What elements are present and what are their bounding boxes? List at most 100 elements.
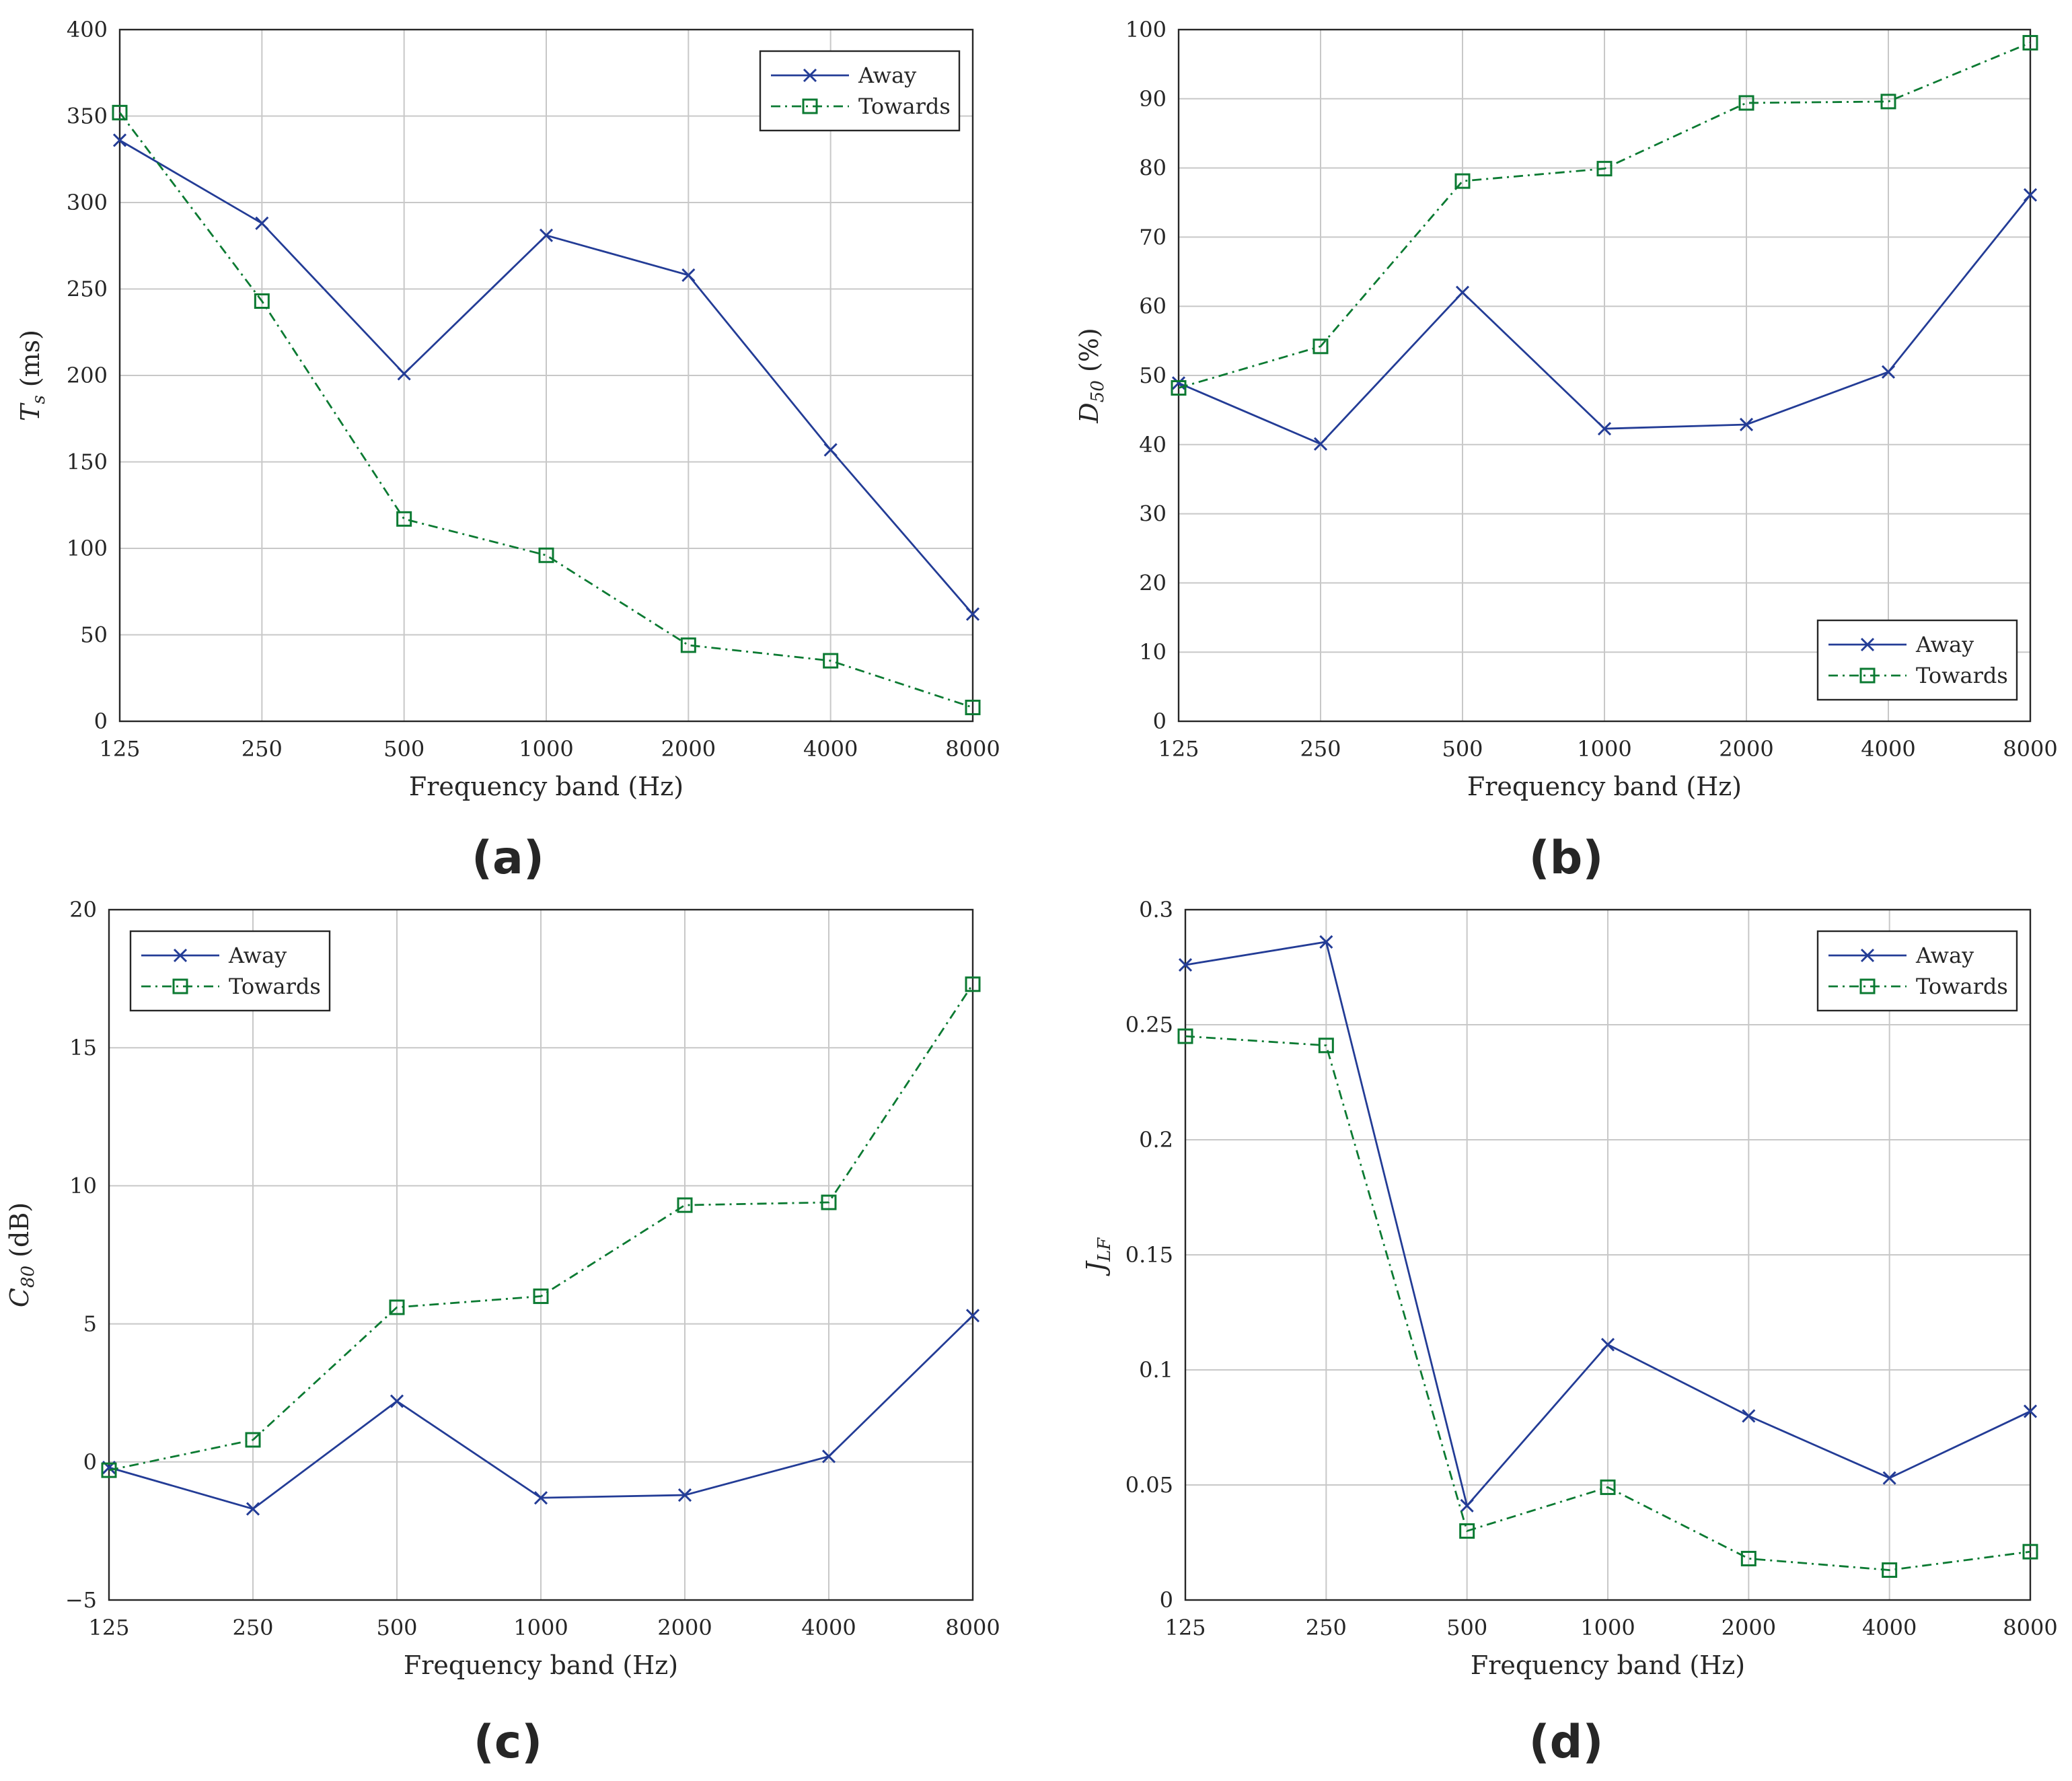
x-tick-label: 4000: [1862, 1615, 1917, 1640]
chart-a: 125 250 500 1000 2000 4000 8000 0 50 100 150 200 250…: [15, 17, 1000, 885]
legend-marker-towards: [172, 978, 188, 994]
data-point-towards: [2022, 1543, 2038, 1560]
y-tick-label: 100: [1125, 17, 1167, 42]
data-point-away: [965, 607, 980, 621]
data-point-towards: [1880, 94, 1896, 110]
x-axis-label: Frequency band (Hz): [409, 772, 683, 801]
y-tick-label: 20: [69, 897, 97, 922]
data-point-towards: [396, 511, 412, 527]
x-tick-label: 1000: [1580, 1615, 1635, 1640]
y-tick-label: 150: [67, 449, 108, 475]
legend-marker-towards: [802, 98, 818, 114]
y-axis-label: JLF: [1081, 1237, 1115, 1277]
x-tick-label: 125: [1164, 1615, 1206, 1640]
x-tick-label: 250: [242, 736, 283, 762]
x-tick-label: 2000: [661, 736, 716, 762]
data-point-away: [823, 443, 838, 457]
data-point-away: [1739, 417, 1754, 432]
legend-label-towards: Towards: [1916, 663, 2008, 688]
y-tick-label: 5: [83, 1311, 97, 1337]
y-axis-label: D50 (%): [1074, 328, 1108, 423]
y-tick-label: 20: [1139, 570, 1167, 595]
y-tick-label: 0.15: [1125, 1242, 1173, 1268]
x-tick-label: 2000: [657, 1615, 712, 1640]
data-point-towards: [823, 653, 839, 669]
legend-label-away: Away: [858, 63, 916, 88]
chart-c: 125 250 500 1000 2000 4000 8000 −5 0 5 10 15 20 Frequ…: [5, 897, 1000, 1769]
data-point-towards: [1596, 161, 1613, 177]
data-point-away: [1178, 958, 1193, 972]
data-point-towards: [254, 293, 270, 309]
data-point-away: [1460, 1498, 1474, 1513]
data-point-away: [397, 367, 411, 381]
data-point-towards: [1312, 338, 1329, 355]
x-axis-label: Frequency band (Hz): [1471, 1650, 1745, 1680]
y-tick-label: 300: [67, 190, 108, 215]
x-tick-label: 8000: [2003, 736, 2057, 762]
x-tick-label: 1000: [519, 736, 573, 762]
y-axis-subscript: s: [29, 395, 49, 404]
data-point-towards: [1171, 380, 1187, 396]
panel-label: (d): [1529, 1716, 1604, 1769]
x-tick-label: 4000: [1861, 736, 1915, 762]
data-point-towards: [1738, 95, 1754, 111]
plot-frame: [1177, 28, 2032, 723]
y-tick-label: 200: [67, 363, 108, 388]
data-point-towards: [1177, 1028, 1193, 1044]
data-point-away: [2023, 188, 2038, 202]
data-point-towards: [965, 976, 981, 992]
y-tick-label: 0.2: [1139, 1127, 1173, 1153]
y-tick-label: 30: [1139, 501, 1167, 527]
data-point-away: [2023, 1404, 2038, 1418]
data-point-away: [255, 216, 269, 230]
y-axis-subscript: LF: [1095, 1237, 1115, 1262]
data-point-away: [1600, 1338, 1615, 1352]
panel-label: (c): [474, 1716, 542, 1769]
data-point-away: [821, 1449, 836, 1463]
y-axis-subscript: 50: [1088, 380, 1108, 402]
y-tick-label: 40: [1139, 432, 1167, 458]
x-axis-label: Frequency band (Hz): [404, 1650, 678, 1680]
y-tick-label: 50: [80, 622, 108, 648]
y-axis-unit: (ms): [15, 330, 45, 395]
legend-marker-away: [173, 948, 188, 963]
y-tick-label: 60: [1139, 293, 1167, 319]
y-tick-label: 0: [94, 708, 108, 734]
legend-marker-away: [1860, 948, 1875, 963]
y-tick-label: 350: [67, 104, 108, 129]
legend: Away Towards: [759, 50, 961, 132]
data-point-towards: [1459, 1523, 1475, 1539]
chart-d: 125 250 500 1000 2000 4000 8000 0 0.05 0.1 0.15 0.2…: [1081, 897, 2058, 1769]
legend: Away Towards: [1816, 930, 2018, 1012]
data-point-away: [1882, 1471, 1896, 1485]
panel-label: (a): [472, 832, 544, 885]
y-tick-label: 70: [1139, 224, 1167, 250]
y-tick-label: 0.05: [1125, 1472, 1173, 1498]
series-line-towards: [118, 112, 973, 708]
data-point-away: [1455, 285, 1470, 299]
x-axis-label: Frequency band (Hz): [1467, 772, 1742, 801]
y-tick-label: 50: [1139, 363, 1167, 388]
x-tick-label: 125: [99, 736, 140, 762]
data-point-towards: [389, 1299, 405, 1315]
x-tick-label: 500: [1442, 736, 1483, 762]
legend-box: [1816, 619, 2018, 701]
y-axis-symbol: D: [1074, 402, 1104, 423]
data-point-towards: [1740, 1550, 1756, 1566]
y-tick-label: 400: [67, 17, 108, 42]
x-tick-label: 4000: [803, 736, 858, 762]
panel-label: (b): [1529, 832, 1604, 885]
data-point-towards: [1600, 1479, 1616, 1495]
y-tick-label: 0.3: [1139, 897, 1173, 922]
data-point-away: [390, 1394, 404, 1408]
legend-marker-away: [1860, 637, 1875, 652]
plot-frame: [108, 908, 974, 1601]
y-axis-symbol: J: [1081, 1260, 1111, 1276]
legend-label-away: Away: [1915, 632, 1974, 657]
legend-box: [129, 930, 331, 1012]
y-tick-label: 90: [1139, 86, 1167, 112]
series-line-towards: [1185, 1035, 2031, 1571]
x-tick-label: 500: [383, 736, 424, 762]
data-point-towards: [1454, 173, 1471, 189]
